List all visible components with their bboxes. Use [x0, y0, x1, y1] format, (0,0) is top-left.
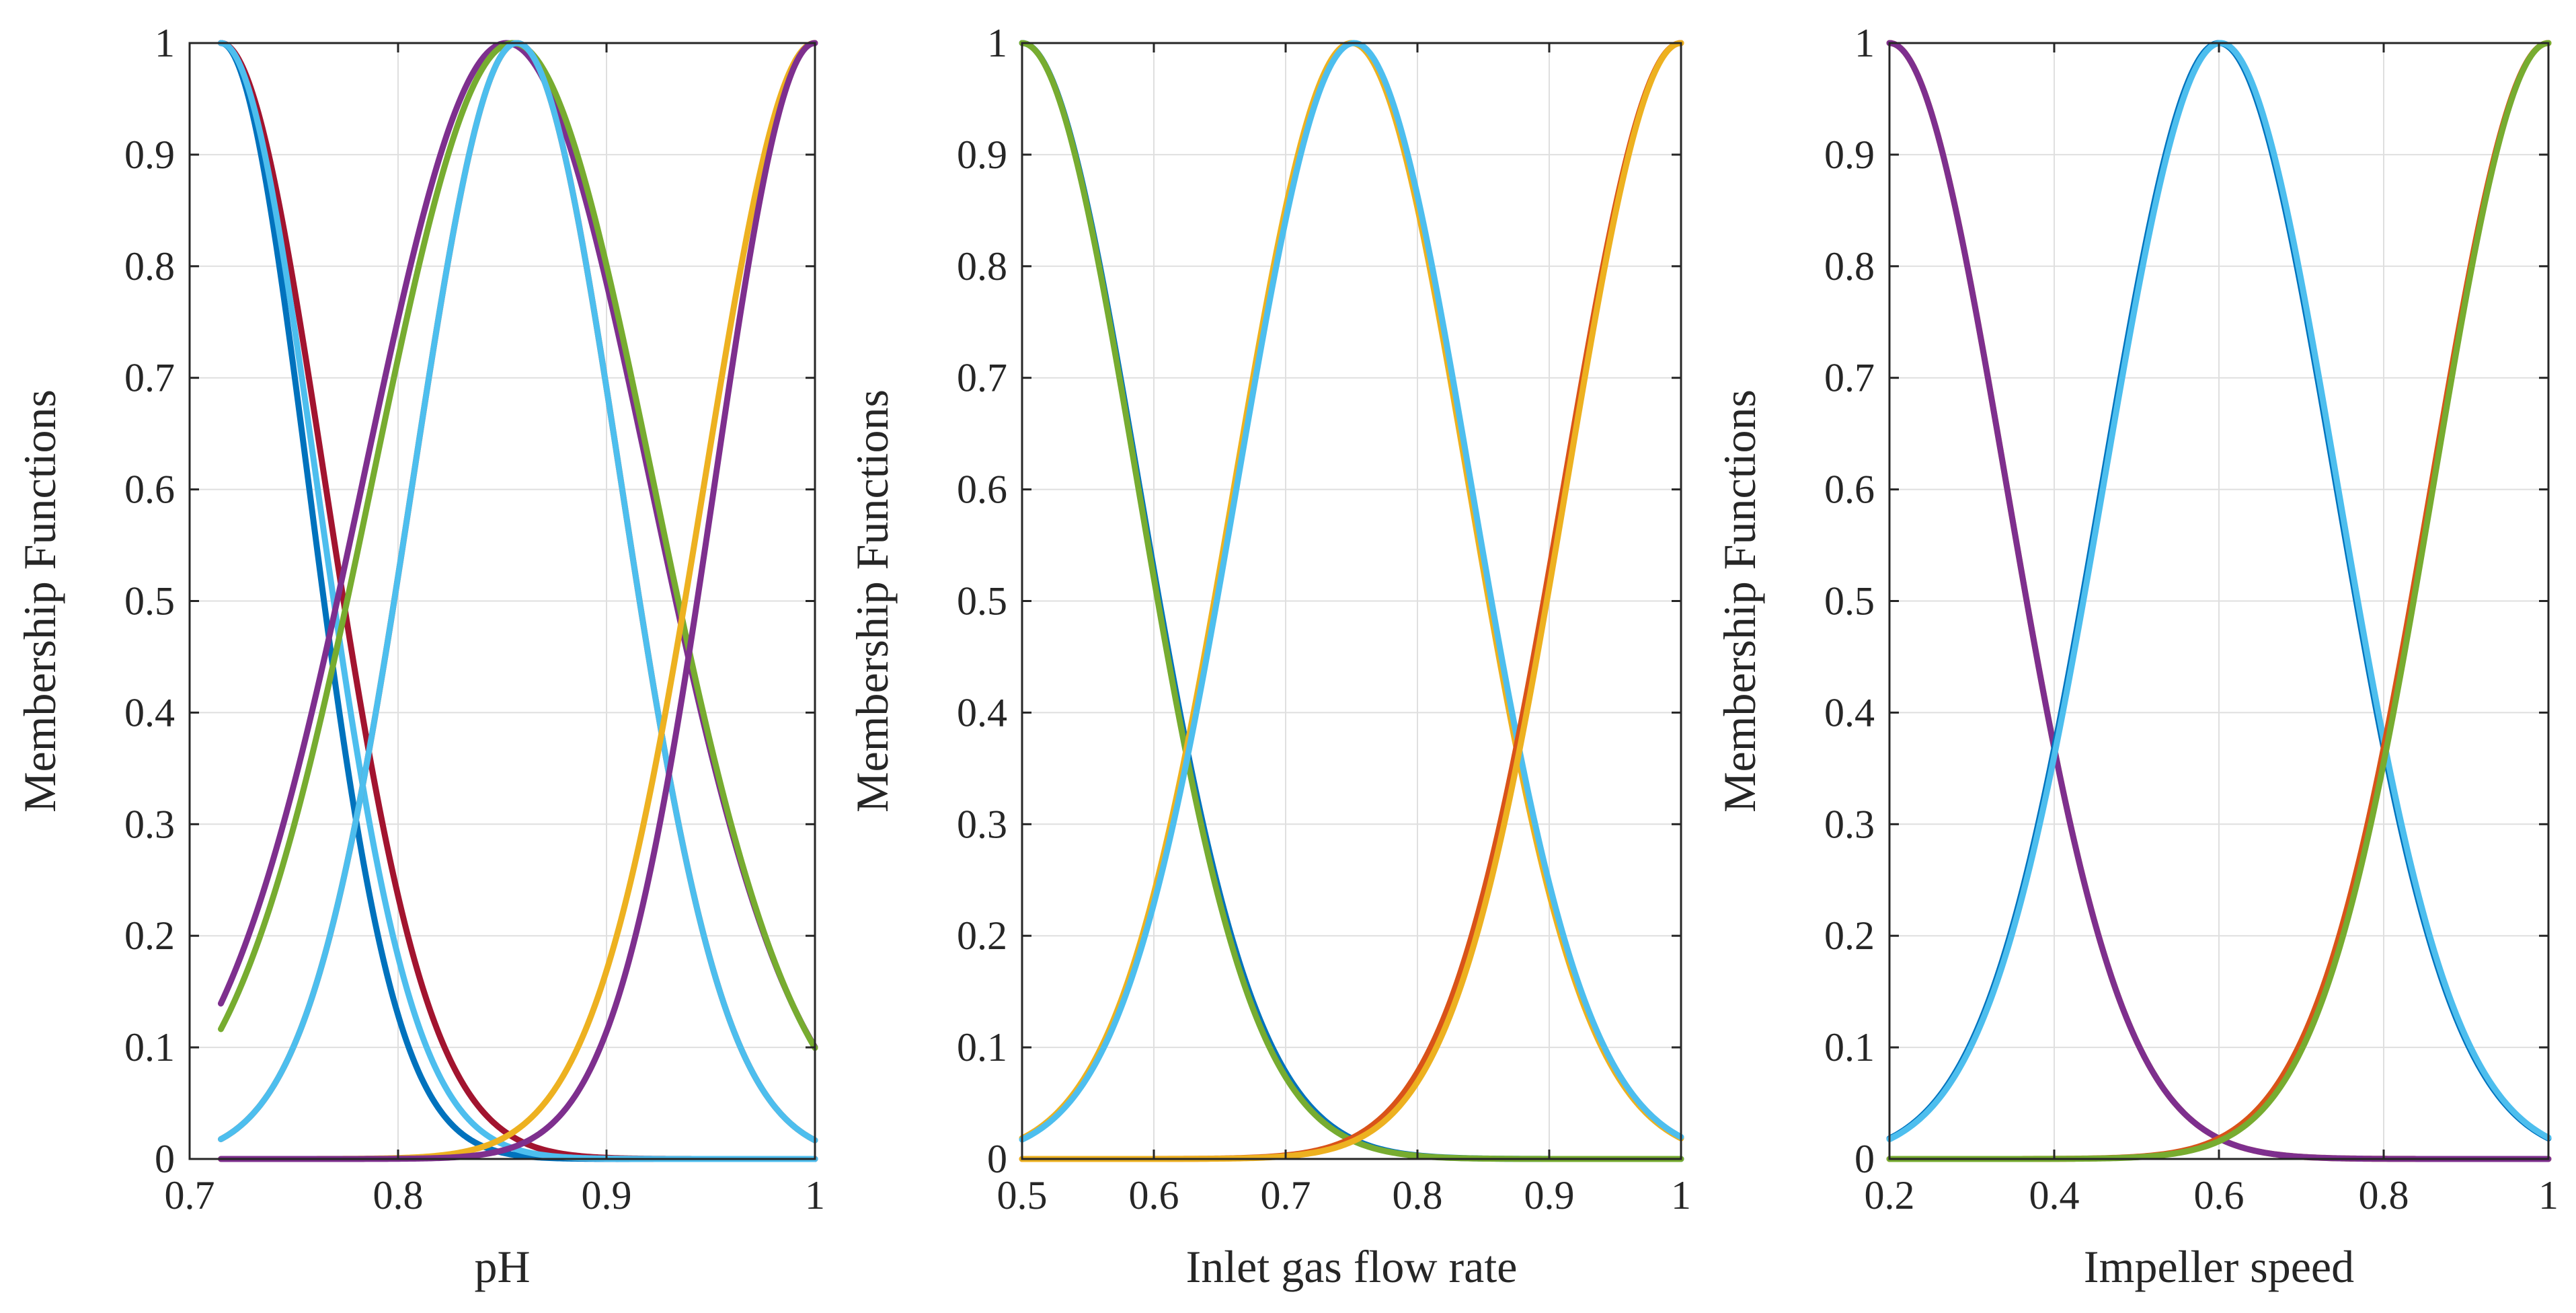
y-tick-label: 0.3 [124, 802, 175, 846]
y-tick-label: 0.7 [124, 356, 175, 400]
x-tick-label: 1 [805, 1173, 825, 1217]
y-tick-label: 0.2 [124, 913, 175, 958]
y-tick-label: 0.2 [957, 913, 1007, 958]
chart-panel-2: 0.5 0.6 0.7 0.8 0.9 1 0 0.1 0.2 0.3 0.4 0.5 0.6 0.7 0.… [847, 21, 1691, 1292]
y-tick-label: 0 [987, 1137, 1007, 1181]
y-tick-label: 0.4 [1824, 690, 1875, 735]
x-tick-label: 1 [2538, 1173, 2559, 1217]
y-tick-label: 0.5 [1824, 579, 1875, 624]
y-tick-label: 1 [987, 21, 1007, 65]
y-tick-label: 0.6 [124, 467, 175, 512]
y-tick-label: 0 [155, 1137, 175, 1181]
x-axis-label: Inlet gas flow rate [1186, 1241, 1518, 1292]
y-tick-label: 0 [1855, 1137, 1875, 1181]
y-tick-label: 0.9 [957, 133, 1007, 177]
y-tick-label: 0.7 [1824, 356, 1875, 400]
tick-marks [1021, 42, 1682, 1160]
y-tick-label: 0.5 [124, 579, 175, 624]
tick-labels: 0.2 0.4 0.6 0.8 1 0 0.1 0.2 0.3 0.4 0.5 0.6 0.7 0.8 0.… [1824, 21, 2559, 1217]
y-tick-label: 0.4 [957, 690, 1007, 735]
y-tick-label: 0.3 [957, 802, 1007, 846]
x-axis-label: Impeller speed [2084, 1241, 2354, 1292]
y-tick-label: 0.9 [1824, 133, 1875, 177]
y-tick-label: 0.1 [957, 1025, 1007, 1070]
y-tick-label: 0.1 [1824, 1025, 1875, 1070]
x-tick-label: 0.9 [1524, 1173, 1575, 1217]
x-axis-label: pH [474, 1241, 530, 1292]
y-axis-label: Membership Functions [847, 389, 898, 813]
y-tick-label: 0.8 [957, 244, 1007, 289]
x-tick-label: 0.6 [2194, 1173, 2245, 1217]
x-tick-label: 0.8 [373, 1173, 424, 1217]
tick-labels: 0.5 0.6 0.7 0.8 0.9 1 0 0.1 0.2 0.3 0.4 0.5 0.6 0.7 0.… [957, 21, 1691, 1217]
y-tick-label: 0.2 [1824, 913, 1875, 958]
y-tick-label: 0.1 [124, 1025, 175, 1070]
x-tick-label: 0.8 [1393, 1173, 1443, 1217]
y-tick-label: 1 [1855, 21, 1875, 65]
y-tick-label: 0.8 [1824, 244, 1875, 289]
y-tick-label: 0.3 [1824, 802, 1875, 846]
y-tick-label: 0.4 [124, 690, 175, 735]
x-tick-label: 0.5 [997, 1173, 1048, 1217]
y-axis-label: Membership Functions [1714, 389, 1765, 813]
y-tick-label: 0.9 [124, 133, 175, 177]
x-tick-label: 0.7 [165, 1173, 215, 1217]
x-tick-label: 0.4 [2029, 1173, 2080, 1217]
y-tick-label: 0.6 [1824, 467, 1875, 512]
x-tick-label: 0.2 [1865, 1173, 1915, 1217]
y-tick-label: 0.5 [957, 579, 1007, 624]
y-tick-label: 0.8 [124, 244, 175, 289]
tick-marks [1888, 42, 2550, 1160]
chart-panel-1: 0.7 0.8 0.9 1 0 0.1 0.2 0.3 0.4 0.5 0.6 0.7 0.8 0.9 1 p… [14, 21, 825, 1292]
tick-labels: 0.7 0.8 0.9 1 0 0.1 0.2 0.3 0.4 0.5 0.6 0.7 0.8 0.9 1 [124, 21, 825, 1217]
y-tick-label: 0.7 [957, 356, 1007, 400]
tick-marks [188, 42, 816, 1160]
x-tick-label: 1 [1671, 1173, 1691, 1217]
x-tick-label: 0.8 [2359, 1173, 2409, 1217]
x-tick-label: 0.7 [1261, 1173, 1311, 1217]
x-tick-label: 0.6 [1129, 1173, 1179, 1217]
y-tick-label: 1 [155, 21, 175, 65]
y-tick-label: 0.6 [957, 467, 1007, 512]
x-tick-label: 0.9 [582, 1173, 632, 1217]
chart-panel-3: 0.2 0.4 0.6 0.8 1 0 0.1 0.2 0.3 0.4 0.5 0.6 0.7 0.8 0.… [1714, 21, 2559, 1292]
y-axis-label: Membership Functions [14, 389, 65, 813]
